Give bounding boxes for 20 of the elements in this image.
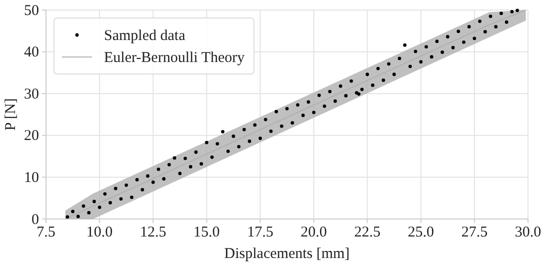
x-tick-label: 22.5 bbox=[354, 224, 380, 241]
legend-label: Sampled data bbox=[104, 28, 186, 44]
x-tick-label: 25.0 bbox=[408, 224, 434, 241]
x-axis-title: Displacements [mm] bbox=[224, 246, 350, 262]
legend-label: Euler-Bernoulli Theory bbox=[104, 50, 246, 66]
x-tick-label: 7.5 bbox=[36, 224, 56, 241]
y-tick-label: 40 bbox=[24, 44, 39, 61]
y-tick-label: 50 bbox=[24, 2, 39, 19]
x-tick-label: 30.0 bbox=[514, 224, 542, 241]
x-tick-label: 27.5 bbox=[461, 224, 488, 241]
x-tick-label: 15.0 bbox=[194, 224, 220, 241]
x-tick-label: 10.0 bbox=[86, 224, 113, 241]
y-tick-label: 0 bbox=[32, 212, 39, 228]
y-tick-label: 30 bbox=[24, 86, 39, 102]
y-tick-label: 20 bbox=[24, 128, 39, 144]
x-tick-label: 12.5 bbox=[140, 224, 166, 241]
x-tick-label: 20.0 bbox=[300, 224, 327, 241]
x-tick-label: 17.5 bbox=[247, 224, 274, 241]
y-tick-label: 10 bbox=[24, 170, 39, 186]
y-axis-title: P [N] bbox=[3, 98, 19, 131]
